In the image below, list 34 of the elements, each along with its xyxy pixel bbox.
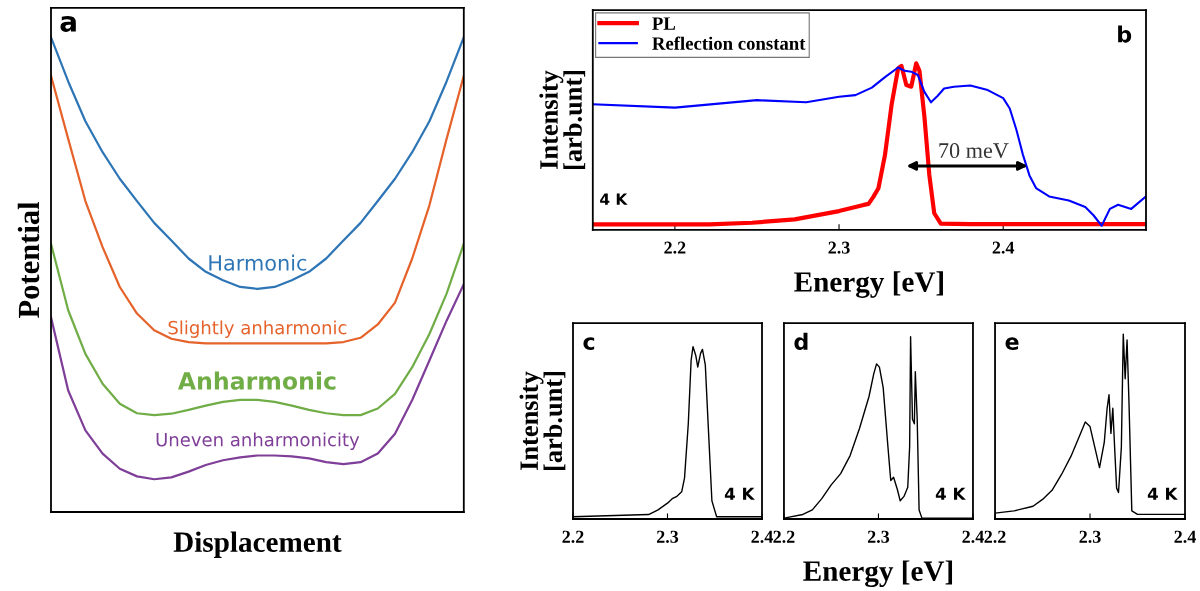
series-label: Harmonic — [209, 254, 307, 271]
annotation: 4 K — [1147, 487, 1178, 500]
x-tick-label: 2.3 — [828, 241, 850, 254]
x-axis-title: Energy [eV] — [794, 271, 943, 298]
y-axis-title: Potential — [17, 201, 40, 318]
annotation: 4 K — [935, 487, 966, 500]
annotation: d — [794, 332, 808, 351]
x-axis-title: Displacement — [173, 531, 342, 558]
series-label: Uneven anharmonicity — [156, 432, 360, 450]
x-tick-label: 2.2 — [984, 530, 1006, 543]
x-tick-label: 2.2 — [562, 530, 584, 543]
legend-label: PL — [652, 17, 676, 30]
series-label: Anharmonic — [177, 371, 336, 390]
x-tick-label: 2.3 — [1079, 530, 1101, 543]
x-tick-label: 2.4 — [962, 530, 984, 543]
annotation: e — [1005, 337, 1019, 351]
y-axis-title: Intensity [arb.unt] — [519, 371, 566, 471]
x-axis-title: Energy [eV] — [803, 560, 953, 588]
annotation: 4 K — [724, 487, 755, 500]
x-tick-label: 2.3 — [867, 530, 890, 543]
x-tick-label: 2.4 — [751, 530, 773, 543]
y-axis-title: Intensity [arb.unt] — [539, 70, 586, 169]
text: b — [1118, 25, 1132, 43]
x-tick-label: 2.3 — [656, 530, 679, 543]
legend-label: Reflection constant — [652, 36, 806, 50]
x-tick-label: 2.4 — [992, 241, 1015, 254]
text: a — [60, 15, 76, 32]
annotation: c — [583, 337, 595, 351]
series-label: Slightly anharmonic — [168, 320, 347, 338]
x-tick-label: 2.4 — [1174, 530, 1196, 543]
x-tick-label: 2.2 — [664, 241, 686, 254]
x-tick-label: 2.2 — [773, 530, 795, 543]
annotation: 4 K — [600, 193, 628, 205]
annotation: 70 meV — [939, 143, 1009, 159]
